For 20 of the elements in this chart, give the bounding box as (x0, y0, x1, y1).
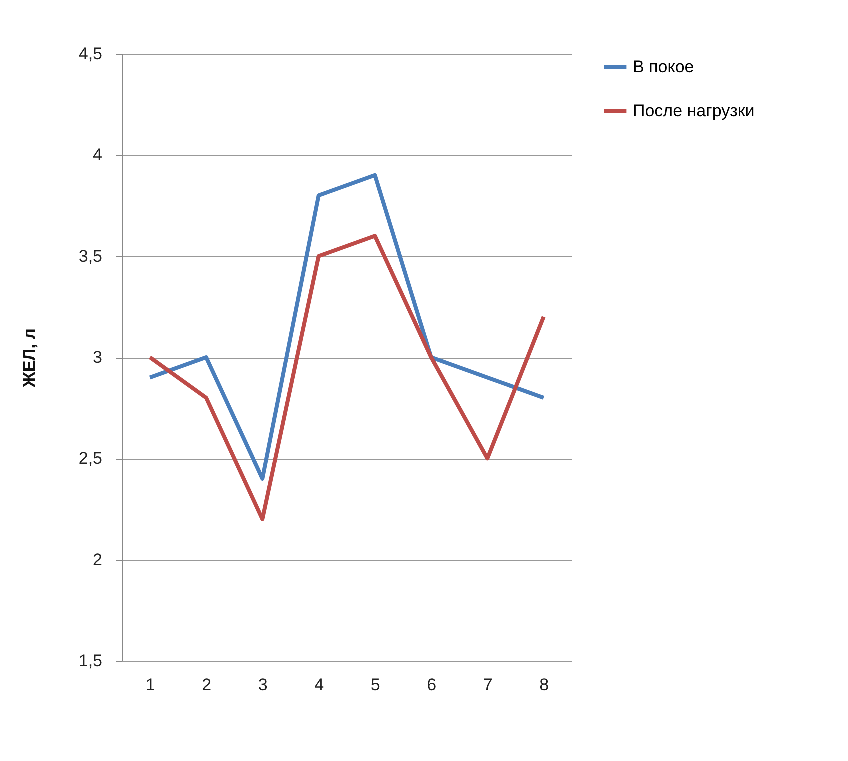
y-tick-label: 3,5 (78, 246, 102, 266)
legend-label: В покое (633, 58, 694, 76)
line-series (148, 173, 546, 481)
x-tick-label: 8 (540, 676, 550, 694)
x-tick-label: 2 (202, 676, 212, 694)
y-tick-label: 4 (93, 146, 102, 165)
legend-label: После нагрузки (633, 102, 755, 120)
y-tick-label: 2 (93, 550, 102, 570)
x-tick-label: 7 (483, 676, 493, 694)
x-tick-label: 5 (370, 676, 380, 694)
y-axis-title: ЖЕЛ, л (20, 328, 39, 388)
x-tick-label: 1 (146, 676, 156, 694)
x-tick-label: 6 (427, 676, 437, 694)
y-tick-label: 3 (93, 348, 102, 367)
x-tick-label: 3 (258, 676, 268, 694)
line-series (148, 234, 546, 522)
y-tick-label: 1,5 (78, 652, 102, 670)
y-tick-label: 4,5 (78, 44, 102, 64)
y-tick-label: 2,5 (78, 449, 102, 468)
x-tick-label: 4 (314, 676, 324, 694)
